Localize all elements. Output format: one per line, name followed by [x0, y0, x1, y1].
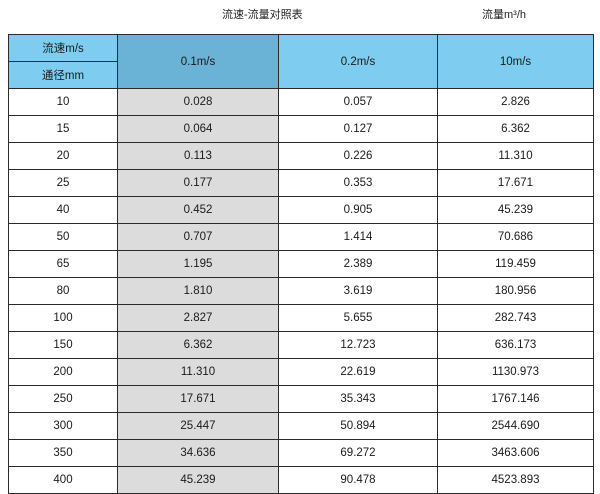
cell-v01: 0.113 [117, 142, 279, 170]
corner-diameter-label: 通径mm [8, 61, 118, 89]
table-row: 200 11.310 22.619 1130.973 [8, 358, 594, 386]
flow-velocity-table-wrapper: 流速m/s 0.1m/s 0.2m/s 10m/s 通径mm 10 0.028 … [8, 34, 594, 494]
cell-dn: 40 [8, 196, 118, 224]
cell-v10: 282.743 [437, 304, 594, 332]
cell-v02: 0.057 [278, 88, 438, 116]
table-body: 流速m/s 0.1m/s 0.2m/s 10m/s 通径mm 10 0.028 … [8, 34, 594, 494]
cell-v01: 0.064 [117, 115, 279, 143]
table-title-caption: 流速-流量对照表 [222, 9, 303, 21]
cell-v02: 0.226 [278, 142, 438, 170]
cell-dn: 200 [8, 358, 118, 386]
cell-v10: 119.459 [437, 250, 594, 278]
cell-v10: 1767.146 [437, 385, 594, 413]
cell-v01: 2.827 [117, 304, 279, 332]
cell-v01: 25.447 [117, 412, 279, 440]
cell-v02: 69.272 [278, 439, 438, 467]
cell-v02: 35.343 [278, 385, 438, 413]
cell-v01: 45.239 [117, 466, 279, 494]
cell-v01: 0.452 [117, 196, 279, 224]
cell-v01: 11.310 [117, 358, 279, 386]
table-row: 350 34.636 69.272 3463.606 [8, 439, 594, 467]
cell-v02: 1.414 [278, 223, 438, 251]
cell-v10: 6.362 [437, 115, 594, 143]
cell-v02: 5.655 [278, 304, 438, 332]
cell-v01: 0.028 [117, 88, 279, 116]
cell-v01: 34.636 [117, 439, 279, 467]
table-row: 150 6.362 12.723 636.173 [8, 331, 594, 359]
column-header-1: 0.2m/s [278, 34, 438, 89]
cell-v10: 17.671 [437, 169, 594, 197]
cell-v01: 0.707 [117, 223, 279, 251]
cell-dn: 15 [8, 115, 118, 143]
cell-v10: 2.826 [437, 88, 594, 116]
table-row: 80 1.810 3.619 180.956 [8, 277, 594, 305]
cell-dn: 20 [8, 142, 118, 170]
cell-v02: 0.127 [278, 115, 438, 143]
table-row: 20 0.113 0.226 11.310 [8, 142, 594, 170]
cell-dn: 150 [8, 331, 118, 359]
cell-v02: 0.353 [278, 169, 438, 197]
cell-dn: 10 [8, 88, 118, 116]
cell-v02: 3.619 [278, 277, 438, 305]
cell-dn: 300 [8, 412, 118, 440]
header-row-top: 流速m/s 0.1m/s 0.2m/s 10m/s [8, 34, 594, 89]
corner-velocity-label: 流速m/s [8, 34, 118, 62]
cell-v01: 17.671 [117, 385, 279, 413]
cell-v10: 70.686 [437, 223, 594, 251]
flow-velocity-table: 流速m/s 0.1m/s 0.2m/s 10m/s 通径mm 10 0.028 … [8, 34, 594, 494]
cell-v10: 3463.606 [437, 439, 594, 467]
cell-v01: 1.810 [117, 277, 279, 305]
cell-v02: 2.389 [278, 250, 438, 278]
cell-v10: 11.310 [437, 142, 594, 170]
flow-unit-caption: 流量m³/h [482, 9, 526, 21]
cell-v10: 1130.973 [437, 358, 594, 386]
cell-v01: 1.195 [117, 250, 279, 278]
table-row: 100 2.827 5.655 282.743 [8, 304, 594, 332]
table-row: 400 45.239 90.478 4523.893 [8, 466, 594, 494]
cell-v10: 180.956 [437, 277, 594, 305]
cell-dn: 50 [8, 223, 118, 251]
cell-dn: 65 [8, 250, 118, 278]
cell-v02: 0.905 [278, 196, 438, 224]
cell-dn: 250 [8, 385, 118, 413]
cell-v01: 0.177 [117, 169, 279, 197]
cell-v10: 4523.893 [437, 466, 594, 494]
cell-v02: 22.619 [278, 358, 438, 386]
table-row: 40 0.452 0.905 45.239 [8, 196, 594, 224]
cell-dn: 80 [8, 277, 118, 305]
table-row: 65 1.195 2.389 119.459 [8, 250, 594, 278]
column-header-2: 10m/s [437, 34, 594, 89]
cell-v10: 45.239 [437, 196, 594, 224]
cell-dn: 350 [8, 439, 118, 467]
cell-dn: 100 [8, 304, 118, 332]
column-header-0: 0.1m/s [117, 34, 279, 89]
cell-v10: 2544.690 [437, 412, 594, 440]
table-row: 10 0.028 0.057 2.826 [8, 88, 594, 116]
cell-v01: 6.362 [117, 331, 279, 359]
header-row-bottom: 通径mm [8, 61, 594, 89]
cell-v02: 50.894 [278, 412, 438, 440]
table-row: 250 17.671 35.343 1767.146 [8, 385, 594, 413]
cell-dn: 400 [8, 466, 118, 494]
table-row: 50 0.707 1.414 70.686 [8, 223, 594, 251]
cell-v02: 90.478 [278, 466, 438, 494]
table-row: 300 25.447 50.894 2544.690 [8, 412, 594, 440]
cell-dn: 25 [8, 169, 118, 197]
table-row: 25 0.177 0.353 17.671 [8, 169, 594, 197]
table-row: 15 0.064 0.127 6.362 [8, 115, 594, 143]
cell-v02: 12.723 [278, 331, 438, 359]
cell-v10: 636.173 [437, 331, 594, 359]
caption-bar: 流速-流量对照表 流量m³/h [0, 0, 600, 34]
